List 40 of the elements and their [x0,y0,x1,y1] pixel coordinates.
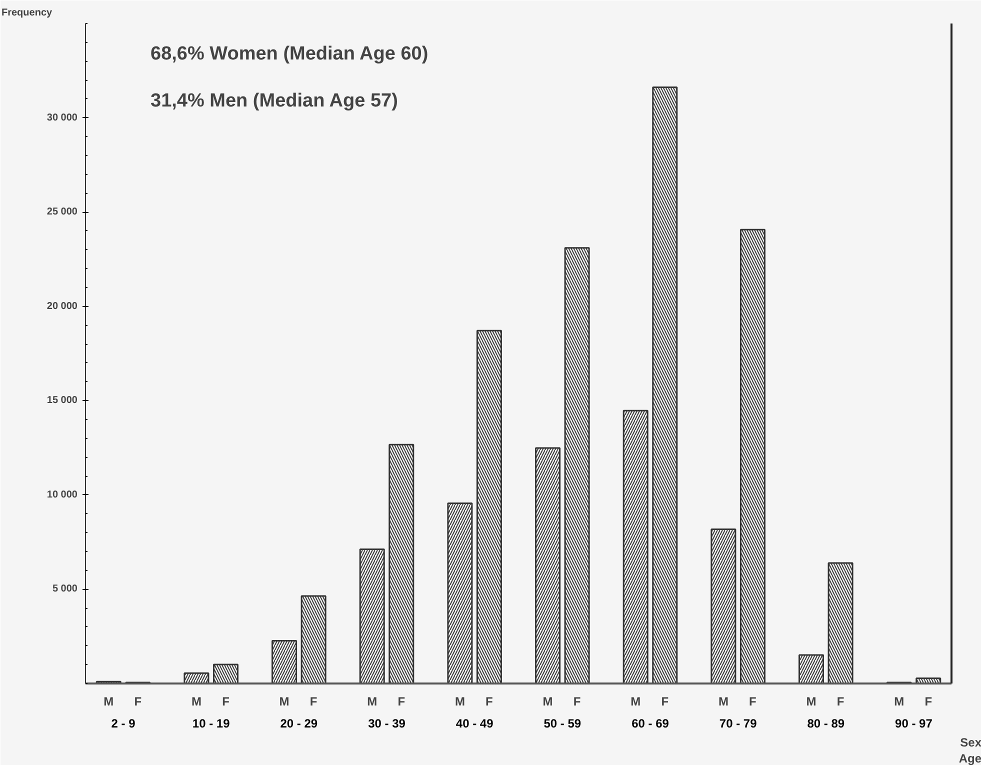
x-tick-label: 10 - 19 [192,716,230,730]
x-tick-label: 60 - 69 [632,716,670,730]
x-tick-label: 70 - 79 [719,716,758,730]
x-tick-label: 50 - 59 [544,716,582,730]
text: M [894,694,904,708]
text: F [573,694,581,708]
y-tick-label: 5 000 [52,584,78,595]
text: F [836,694,844,708]
x-tick-label: 30 - 39 [368,716,406,730]
text: F [310,694,318,708]
series-label: M [104,694,114,708]
text: F [222,694,230,708]
y-tick-label: 10 000 [46,489,78,500]
y-tick-label: 30 000 [46,112,78,124]
x-tick-label: 80 - 89 [807,716,845,730]
text: M [367,694,378,708]
series-label: F [134,694,142,708]
annotation: 31,4% Men (Median Age 57) [150,90,398,112]
y-tick-label: 20 000 [46,300,78,312]
text: M [542,694,553,708]
annotation: 68,6% Women (Median Age 60) [150,44,428,64]
text: M [191,694,202,708]
text: M [630,694,641,708]
text: F [924,694,932,708]
text: F [398,694,406,708]
x-tick-label: 20 - 29 [280,716,318,730]
x-axis-title: Sex Age [958,736,981,765]
text: M [454,694,465,708]
text: M [806,694,816,708]
x-tick-label: 90 - 97 [895,716,933,730]
y-tick-label: 15 000 [46,395,78,406]
x-tick-label: 2 - 9 [111,716,136,730]
y-tick-label: 25 000 [46,206,78,218]
text: F [661,694,669,708]
text: M [718,694,728,708]
y-axis-title: Frequency [2,8,53,18]
text: M [279,694,290,708]
x-tick-label: 40 - 49 [456,716,494,730]
text: F [749,694,756,708]
text: F [486,694,493,708]
